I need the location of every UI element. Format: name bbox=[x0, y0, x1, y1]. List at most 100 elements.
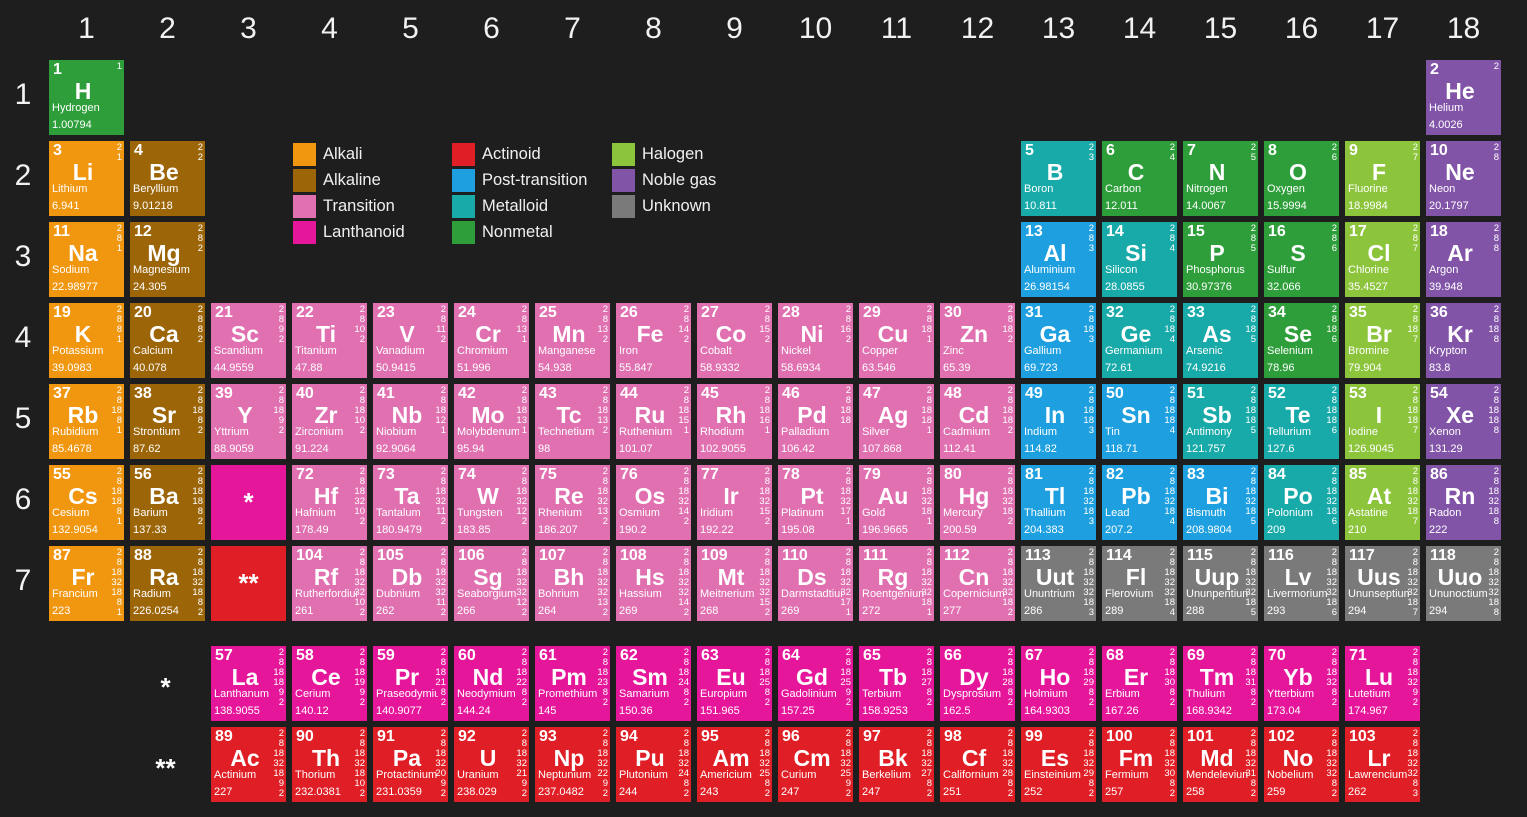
element-iron[interactable]: 26 Fe Iron 55.847 2 8 14 2 bbox=[616, 303, 691, 378]
element-dubnium[interactable]: 105 Db Dubnium 262 2 8 18 32 32 11 2 bbox=[373, 546, 448, 621]
element-boron[interactable]: 5 B Boron 10.811 2 3 bbox=[1021, 141, 1096, 216]
element-americium[interactable]: 95 Am Americium 243 2 8 18 32 25 8 2 bbox=[697, 727, 772, 802]
element-germanium[interactable]: 32 Ge Germanium 72.61 2 8 18 4 bbox=[1102, 303, 1177, 378]
element-actinium[interactable]: 89 Ac Actinium 227 2 8 18 32 18 9 2 bbox=[211, 727, 286, 802]
element-roentgenium[interactable]: 111 Rg Roentgenium 272 2 8 18 32 32 18 1 bbox=[859, 546, 934, 621]
element-chromium[interactable]: 24 Cr Chromium 51.996 2 8 13 1 bbox=[454, 303, 529, 378]
element-holmium[interactable]: 67 Ho Holmium 164.9303 2 8 18 29 8 2 bbox=[1021, 646, 1096, 721]
element-lawrencium[interactable]: 103 Lr Lawrencium 262 2 8 18 32 32 8 3 bbox=[1345, 727, 1420, 802]
element-fluorine[interactable]: 9 F Fluorine 18.9984 2 7 bbox=[1345, 141, 1420, 216]
element-molybdenum[interactable]: 42 Mo Molybdenum 95.94 2 8 18 13 1 bbox=[454, 384, 529, 459]
element-vanadium[interactable]: 23 V Vanadium 50.9415 2 8 11 2 bbox=[373, 303, 448, 378]
element-chlorine[interactable]: 17 Cl Chlorine 35.4527 2 8 7 bbox=[1345, 222, 1420, 297]
element-promethium[interactable]: 61 Pm Promethium 145 2 8 18 23 8 2 bbox=[535, 646, 610, 721]
element-technetium[interactable]: 43 Tc Technetium 98 2 8 18 13 2 bbox=[535, 384, 610, 459]
element-selenium[interactable]: 34 Se Selenium 78.96 2 8 18 6 bbox=[1264, 303, 1339, 378]
element-arsenic[interactable]: 33 As Arsenic 74.9216 2 8 18 5 bbox=[1183, 303, 1258, 378]
element-lithium[interactable]: 3 Li Lithium 6.941 2 1 bbox=[49, 141, 124, 216]
element-nickel[interactable]: 28 Ni Nickel 58.6934 2 8 16 2 bbox=[778, 303, 853, 378]
element-lutetium[interactable]: 71 Lu Lutetium 174.967 2 8 18 32 9 2 bbox=[1345, 646, 1420, 721]
element-gold[interactable]: 79 Au Gold 196.9665 2 8 18 32 18 1 bbox=[859, 465, 934, 540]
element-berkelium[interactable]: 97 Bk Berkelium 247 2 8 18 32 27 8 2 bbox=[859, 727, 934, 802]
element-ununseptium[interactable]: 117 Uus Ununseptium 294 2 8 18 32 32 18 7 bbox=[1345, 546, 1420, 621]
element-flerovium[interactable]: 114 Fl Flerovium 289 2 8 18 32 32 18 4 bbox=[1102, 546, 1177, 621]
element-seaborgium[interactable]: 106 Sg Seaborgium 266 2 8 18 32 32 12 2 bbox=[454, 546, 529, 621]
element-tungsten[interactable]: 74 W Tungsten 183.85 2 8 18 32 12 2 bbox=[454, 465, 529, 540]
element-magnesium[interactable]: 12 Mg Magnesium 24.305 2 8 2 bbox=[130, 222, 205, 297]
element-samarium[interactable]: 62 Sm Samarium 150.36 2 8 18 24 8 2 bbox=[616, 646, 691, 721]
element-rhodium[interactable]: 45 Rh Rhodium 102.9055 2 8 18 16 1 bbox=[697, 384, 772, 459]
element-californium[interactable]: 98 Cf Californium 251 2 8 18 32 28 8 2 bbox=[940, 727, 1015, 802]
element-sodium[interactable]: 11 Na Sodium 22.98977 2 8 1 bbox=[49, 222, 124, 297]
element-bohrium[interactable]: 107 Bh Bohrium 264 2 8 18 32 32 13 2 bbox=[535, 546, 610, 621]
element-rutherfordium[interactable]: 104RfRutherfordium26128183232102 bbox=[292, 546, 367, 621]
element-radon[interactable]: 86 Rn Radon 222 2 8 18 32 18 8 bbox=[1426, 465, 1501, 540]
element-francium[interactable]: 87 Fr Francium 223 2 8 18 32 18 8 1 bbox=[49, 546, 124, 621]
element-tantalum[interactable]: 73 Ta Tantalum 180.9479 2 8 18 32 11 2 bbox=[373, 465, 448, 540]
element-oxygen[interactable]: 8 O Oxygen 15.9994 2 6 bbox=[1264, 141, 1339, 216]
element-lead[interactable]: 82 Pb Lead 207.2 2 8 18 32 18 4 bbox=[1102, 465, 1177, 540]
element-carbon[interactable]: 6 C Carbon 12.011 2 4 bbox=[1102, 141, 1177, 216]
element-hafnium[interactable]: 72 Hf Hafnium 178.49 2 8 18 32 10 2 bbox=[292, 465, 367, 540]
element-neptunium[interactable]: 93 Np Neptunium 237.0482 2 8 18 32 22 9 2 bbox=[535, 727, 610, 802]
element-antimony[interactable]: 51 Sb Antimony 121.757 2 8 18 18 5 bbox=[1183, 384, 1258, 459]
element-silver[interactable]: 47 Ag Silver 107.868 2 8 18 18 1 bbox=[859, 384, 934, 459]
element-platinum[interactable]: 78 Pt Platinum 195.08 2 8 18 32 17 1 bbox=[778, 465, 853, 540]
element-thallium[interactable]: 81 Tl Thallium 204.383 2 8 18 32 18 3 bbox=[1021, 465, 1096, 540]
element-lanthanum[interactable]: 57 La Lanthanum 138.9055 2 8 18 18 9 2 bbox=[211, 646, 286, 721]
element-nitrogen[interactable]: 7 N Nitrogen 14.0067 2 5 bbox=[1183, 141, 1258, 216]
element-aluminium[interactable]: 13 Al Aluminium 26.98154 2 8 3 bbox=[1021, 222, 1096, 297]
element-nobelium[interactable]: 102 No Nobelium 259 2 8 18 32 32 8 2 bbox=[1264, 727, 1339, 802]
element-plutonium[interactable]: 94 Pu Plutonium 244 2 8 18 32 24 8 2 bbox=[616, 727, 691, 802]
element-curium[interactable]: 96 Cm Curium 247 2 8 18 32 25 9 2 bbox=[778, 727, 853, 802]
element-thulium[interactable]: 69 Tm Thulium 168.9342 2 8 18 31 8 2 bbox=[1183, 646, 1258, 721]
element-cesium[interactable]: 55 Cs Cesium 132.9054 2 8 18 18 8 1 bbox=[49, 465, 124, 540]
element-dysprosium[interactable]: 66 Dy Dysprosium 162.5 2 8 18 28 8 2 bbox=[940, 646, 1015, 721]
actinoid-placeholder[interactable]: ** bbox=[211, 546, 286, 621]
element-indium[interactable]: 49 In Indium 114.82 2 8 18 18 3 bbox=[1021, 384, 1096, 459]
element-osmium[interactable]: 76 Os Osmium 190.2 2 8 18 32 14 2 bbox=[616, 465, 691, 540]
element-barium[interactable]: 56 Ba Barium 137.33 2 8 18 18 8 2 bbox=[130, 465, 205, 540]
element-silicon[interactable]: 14 Si Silicon 28.0855 2 8 4 bbox=[1102, 222, 1177, 297]
element-calcium[interactable]: 20 Ca Calcium 40.078 2 8 8 2 bbox=[130, 303, 205, 378]
element-palladium[interactable]: 46 Pd Palladium 106.42 2 8 18 18 bbox=[778, 384, 853, 459]
element-iodine[interactable]: 53 I Iodine 126.9045 2 8 18 18 7 bbox=[1345, 384, 1420, 459]
element-copper[interactable]: 29 Cu Copper 63.546 2 8 18 1 bbox=[859, 303, 934, 378]
element-strontium[interactable]: 38 Sr Strontium 87.62 2 8 18 8 2 bbox=[130, 384, 205, 459]
element-gallium[interactable]: 31 Ga Gallium 69.723 2 8 18 3 bbox=[1021, 303, 1096, 378]
element-hassium[interactable]: 108 Hs Hassium 269 2 8 18 32 32 14 2 bbox=[616, 546, 691, 621]
element-hydrogen[interactable]: 1 H Hydrogen 1.00794 1 bbox=[49, 60, 124, 135]
element-terbium[interactable]: 65 Tb Terbium 158.9253 2 8 18 27 8 2 bbox=[859, 646, 934, 721]
element-astatine[interactable]: 85 At Astatine 210 2 8 18 32 18 7 bbox=[1345, 465, 1420, 540]
element-cobalt[interactable]: 27 Co Cobalt 58.9332 2 8 15 2 bbox=[697, 303, 772, 378]
element-fermium[interactable]: 100 Fm Fermium 257 2 8 18 32 30 8 2 bbox=[1102, 727, 1177, 802]
element-einsteinium[interactable]: 99 Es Einsteinium 252 2 8 18 32 29 8 2 bbox=[1021, 727, 1096, 802]
element-mercury[interactable]: 80 Hg Mercury 200.59 2 8 18 32 18 2 bbox=[940, 465, 1015, 540]
element-sulfur[interactable]: 16 S Sulfur 32.066 2 8 6 bbox=[1264, 222, 1339, 297]
element-titanium[interactable]: 22 Ti Titanium 47.88 2 8 10 2 bbox=[292, 303, 367, 378]
element-krypton[interactable]: 36 Kr Krypton 83.8 2 8 18 8 bbox=[1426, 303, 1501, 378]
element-beryllium[interactable]: 4 Be Beryllium 9.01218 2 2 bbox=[130, 141, 205, 216]
element-darmstadtium[interactable]: 110 Ds Darmstadtium 269 2 8 18 32 32 17 1 bbox=[778, 546, 853, 621]
element-copernicium[interactable]: 112 Cn Copernicium 277 2 8 18 32 32 18 2 bbox=[940, 546, 1015, 621]
element-neodymium[interactable]: 60 Nd Neodymium 144.24 2 8 18 22 8 2 bbox=[454, 646, 529, 721]
lanthanoid-placeholder[interactable]: * bbox=[211, 465, 286, 540]
element-uranium[interactable]: 92 U Uranium 238.029 2 8 18 32 21 9 2 bbox=[454, 727, 529, 802]
element-neon[interactable]: 10 Ne Neon 20.1797 2 8 bbox=[1426, 141, 1501, 216]
element-niobium[interactable]: 41 Nb Niobium 92.9064 2 8 18 12 1 bbox=[373, 384, 448, 459]
element-xenon[interactable]: 54 Xe Xenon 131.29 2 8 18 18 8 bbox=[1426, 384, 1501, 459]
element-helium[interactable]: 2 He Helium 4.0026 2 bbox=[1426, 60, 1501, 135]
element-europium[interactable]: 63 Eu Europium 151.965 2 8 18 25 8 2 bbox=[697, 646, 772, 721]
element-zirconium[interactable]: 40 Zr Zirconium 91.224 2 8 18 10 2 bbox=[292, 384, 367, 459]
element-cerium[interactable]: 58 Ce Cerium 140.12 2 8 18 19 9 2 bbox=[292, 646, 367, 721]
element-yttrium[interactable]: 39 Y Yttrium 88.9059 2 8 18 9 2 bbox=[211, 384, 286, 459]
element-rubidium[interactable]: 37 Rb Rubidium 85.4678 2 8 18 8 1 bbox=[49, 384, 124, 459]
element-polonium[interactable]: 84 Po Polonium 209 2 8 18 32 18 6 bbox=[1264, 465, 1339, 540]
element-ruthenium[interactable]: 44 Ru Ruthenium 101.07 2 8 18 15 1 bbox=[616, 384, 691, 459]
element-scandium[interactable]: 21 Sc Scandium 44.9559 2 8 9 2 bbox=[211, 303, 286, 378]
element-thorium[interactable]: 90 Th Thorium 232.0381 2 8 18 32 18 10 2 bbox=[292, 727, 367, 802]
element-manganese[interactable]: 25 Mn Manganese 54.938 2 8 13 2 bbox=[535, 303, 610, 378]
element-argon[interactable]: 18 Ar Argon 39.948 2 8 8 bbox=[1426, 222, 1501, 297]
element-iridium[interactable]: 77 Ir Iridium 192.22 2 8 18 32 15 2 bbox=[697, 465, 772, 540]
